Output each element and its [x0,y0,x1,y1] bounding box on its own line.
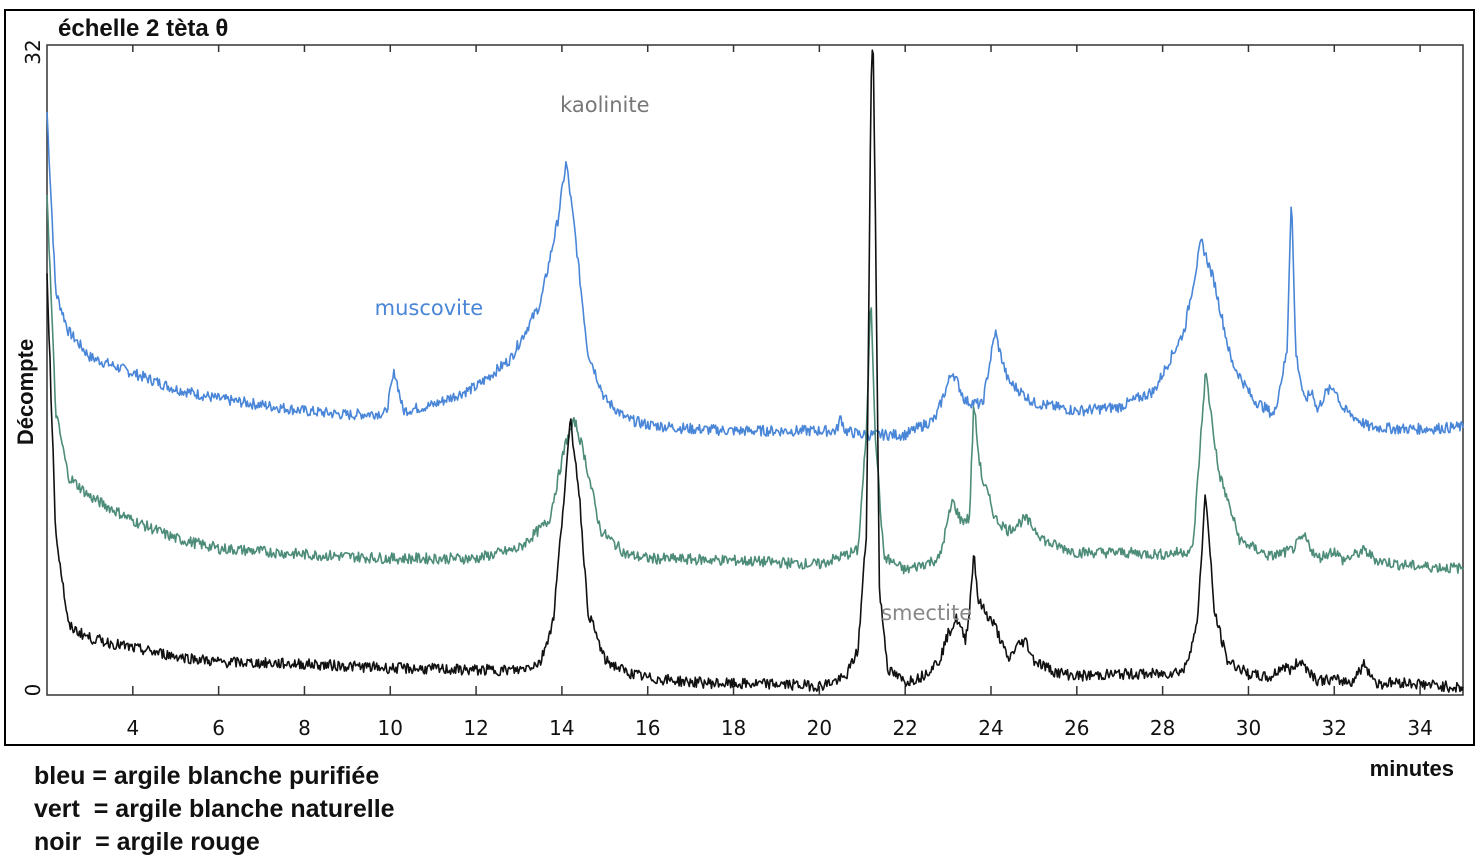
legend-line-black: noir = argile rouge [34,828,260,856]
legend-line-blue: bleu = argile blanche purifiée [34,762,380,790]
legend-line-green: vert = argile blanche naturelle [34,795,395,823]
x-tick-label: 26 [1064,716,1089,740]
x-tick-label: 4 [126,716,139,740]
y-tick-label: 32 [21,39,45,64]
x-tick-label: 14 [549,716,574,740]
chart-title: échelle 2 tèta θ [58,15,228,42]
series-line-vert [46,194,1464,575]
x-tick-label: 28 [1150,716,1175,740]
series-line-noir [46,49,1464,693]
x-tick-label: 34 [1407,716,1432,740]
x-tick-label: 12 [463,716,488,740]
x-tick-label: 16 [635,716,660,740]
x-tick-label: 30 [1236,716,1261,740]
x-tick-label: 24 [978,716,1003,740]
plot-frame [46,44,1464,696]
x-tick-label: 22 [892,716,917,740]
x-tick-label: 32 [1322,716,1347,740]
x-tick-label: 10 [378,716,403,740]
x-tick-label: 8 [298,716,311,740]
plot-area: 4 6 8 10 12 14 16 18 20 22 24 26 28 30 32 34 0 32 muscovit… [21,39,1464,740]
legend: bleu = argile blanche purifiée vert = ar… [34,760,395,859]
annotation-muscovite: muscovite [375,296,484,320]
annotation-smectite: smectite [881,601,972,625]
x-tick-label: 20 [807,716,832,740]
annotation-kaolinite: kaolinite [560,93,649,117]
x-tick-label: 6 [212,716,225,740]
x-tick-label: 18 [721,716,746,740]
y-axis-label: Décompte [13,339,38,445]
x-axis-label: minutes [1370,756,1454,781]
y-tick-label: 0 [21,684,45,697]
series-line-bleu [46,111,1464,441]
